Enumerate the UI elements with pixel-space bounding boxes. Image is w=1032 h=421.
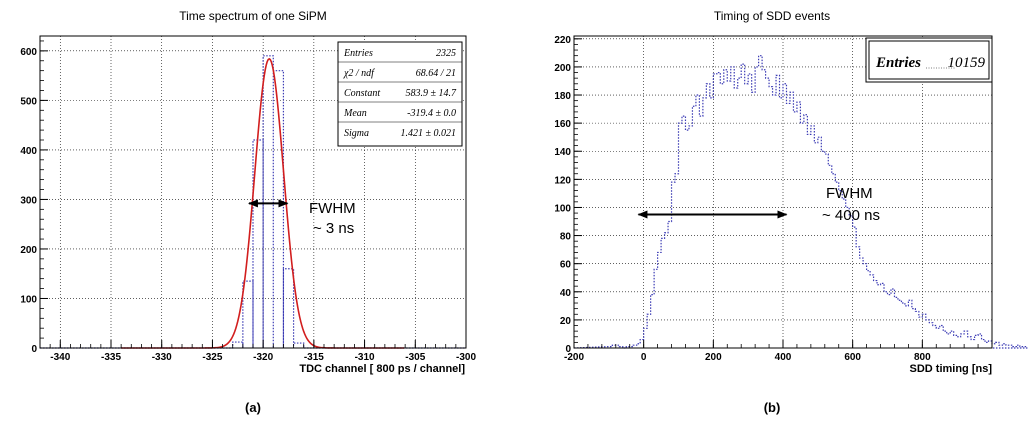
x-tick-label: -335 (101, 352, 121, 363)
y-tick-label: 20 (560, 316, 572, 327)
y-tick-label: 300 (20, 195, 37, 206)
chart-a-annotation-line2: ~ 3 ns (313, 220, 354, 237)
x-tick-label: 600 (844, 352, 861, 363)
x-tick-label: -305 (405, 352, 425, 363)
stats-value: 68.64 / 21 (416, 68, 456, 79)
stats-label: Entries (343, 48, 373, 59)
x-tick-label: 800 (914, 352, 931, 363)
chart-b-annotation-line1: FWHM (826, 185, 873, 202)
stats-label: χ2 / ndf (343, 68, 375, 79)
y-tick-label: 160 (554, 119, 571, 130)
histogram-bin (263, 56, 273, 348)
x-tick-label: 0 (641, 352, 647, 363)
y-tick-label: 100 (554, 203, 571, 214)
y-tick-label: 40 (560, 288, 572, 299)
chart-b-stats-box: Entries 10159 (865, 37, 993, 83)
stats-value: 1.421 ± 0.021 (401, 128, 457, 139)
y-tick-label: 600 (20, 47, 37, 58)
x-tick-label: -310 (355, 352, 375, 363)
y-tick-label: 220 (554, 35, 571, 46)
y-tick-label: 120 (554, 175, 571, 186)
y-tick-label: 100 (20, 294, 37, 305)
x-tick-label: 400 (775, 352, 792, 363)
y-tick-label: 0 (565, 344, 571, 355)
chart-b-annotation-line2: ~ 400 ns (822, 207, 880, 224)
chart-a-axes: -340 -335 -330 -325 -320 -315 -310 -305 -300 0 100… (20, 40, 476, 363)
histogram-bin (283, 269, 293, 348)
chart-b-stats-value: 10159 (948, 55, 986, 71)
stats-value: 583.9 ± 14.7 (406, 88, 457, 99)
x-tick-label: -320 (253, 352, 273, 363)
x-tick-label: -330 (152, 352, 172, 363)
y-tick-label: 0 (31, 344, 37, 355)
chart-a-xlabel: TDC channel [ 800 ps / channel] (299, 363, 465, 375)
chart-a-title: Time spectrum of one SiPM (179, 9, 327, 23)
histogram-bin (294, 343, 304, 348)
histogram-bin (243, 281, 253, 348)
y-tick-label: 80 (560, 232, 572, 243)
chart-b-grid (573, 36, 992, 348)
y-tick-label: 60 (560, 260, 572, 271)
chart-a-stats-box: Entries 2325 χ2 / ndf 68.64 / 21 Constant 583… (337, 41, 463, 147)
y-tick-label: 200 (554, 63, 571, 74)
y-tick-label: 180 (554, 91, 571, 102)
panel-b: Timing of SDD events -200 0 200 400 600 80002… (554, 9, 1028, 415)
x-tick-label: -300 (456, 352, 476, 363)
panel-a-label: (a) (245, 400, 261, 415)
chart-b-histogram (573, 55, 1028, 349)
x-tick-label: -200 (564, 352, 584, 363)
panel-b-label: (b) (764, 400, 781, 415)
panel-a: Time spectrum of one SiPM -340 -335 -330 -3… (20, 9, 476, 415)
chart-b-title: Timing of SDD events (714, 9, 830, 23)
x-tick-label: 200 (705, 352, 722, 363)
stats-label: Sigma (344, 128, 369, 139)
x-tick-label: -340 (50, 352, 70, 363)
x-tick-label: -325 (202, 352, 222, 363)
chart-b-stats-label: Entries (875, 55, 921, 71)
chart-b-xlabel: SDD timing [ns] (910, 363, 993, 375)
y-tick-label: 400 (20, 146, 37, 157)
y-tick-label: 140 (554, 147, 571, 158)
chart-a-annotation-line1: FWHM (309, 200, 356, 217)
chart-b-axes: -200 0 200 400 600 80002040608010012014016018… (554, 35, 993, 363)
y-tick-label: 500 (20, 96, 37, 107)
y-tick-label: 200 (20, 245, 37, 256)
histogram-bin (233, 342, 243, 348)
x-tick-label: -315 (304, 352, 324, 363)
stats-value: -319.4 ± 0.0 (407, 108, 456, 119)
stats-value: 2325 (436, 48, 456, 59)
stats-label: Mean (343, 108, 367, 119)
stats-label: Constant (344, 88, 380, 99)
